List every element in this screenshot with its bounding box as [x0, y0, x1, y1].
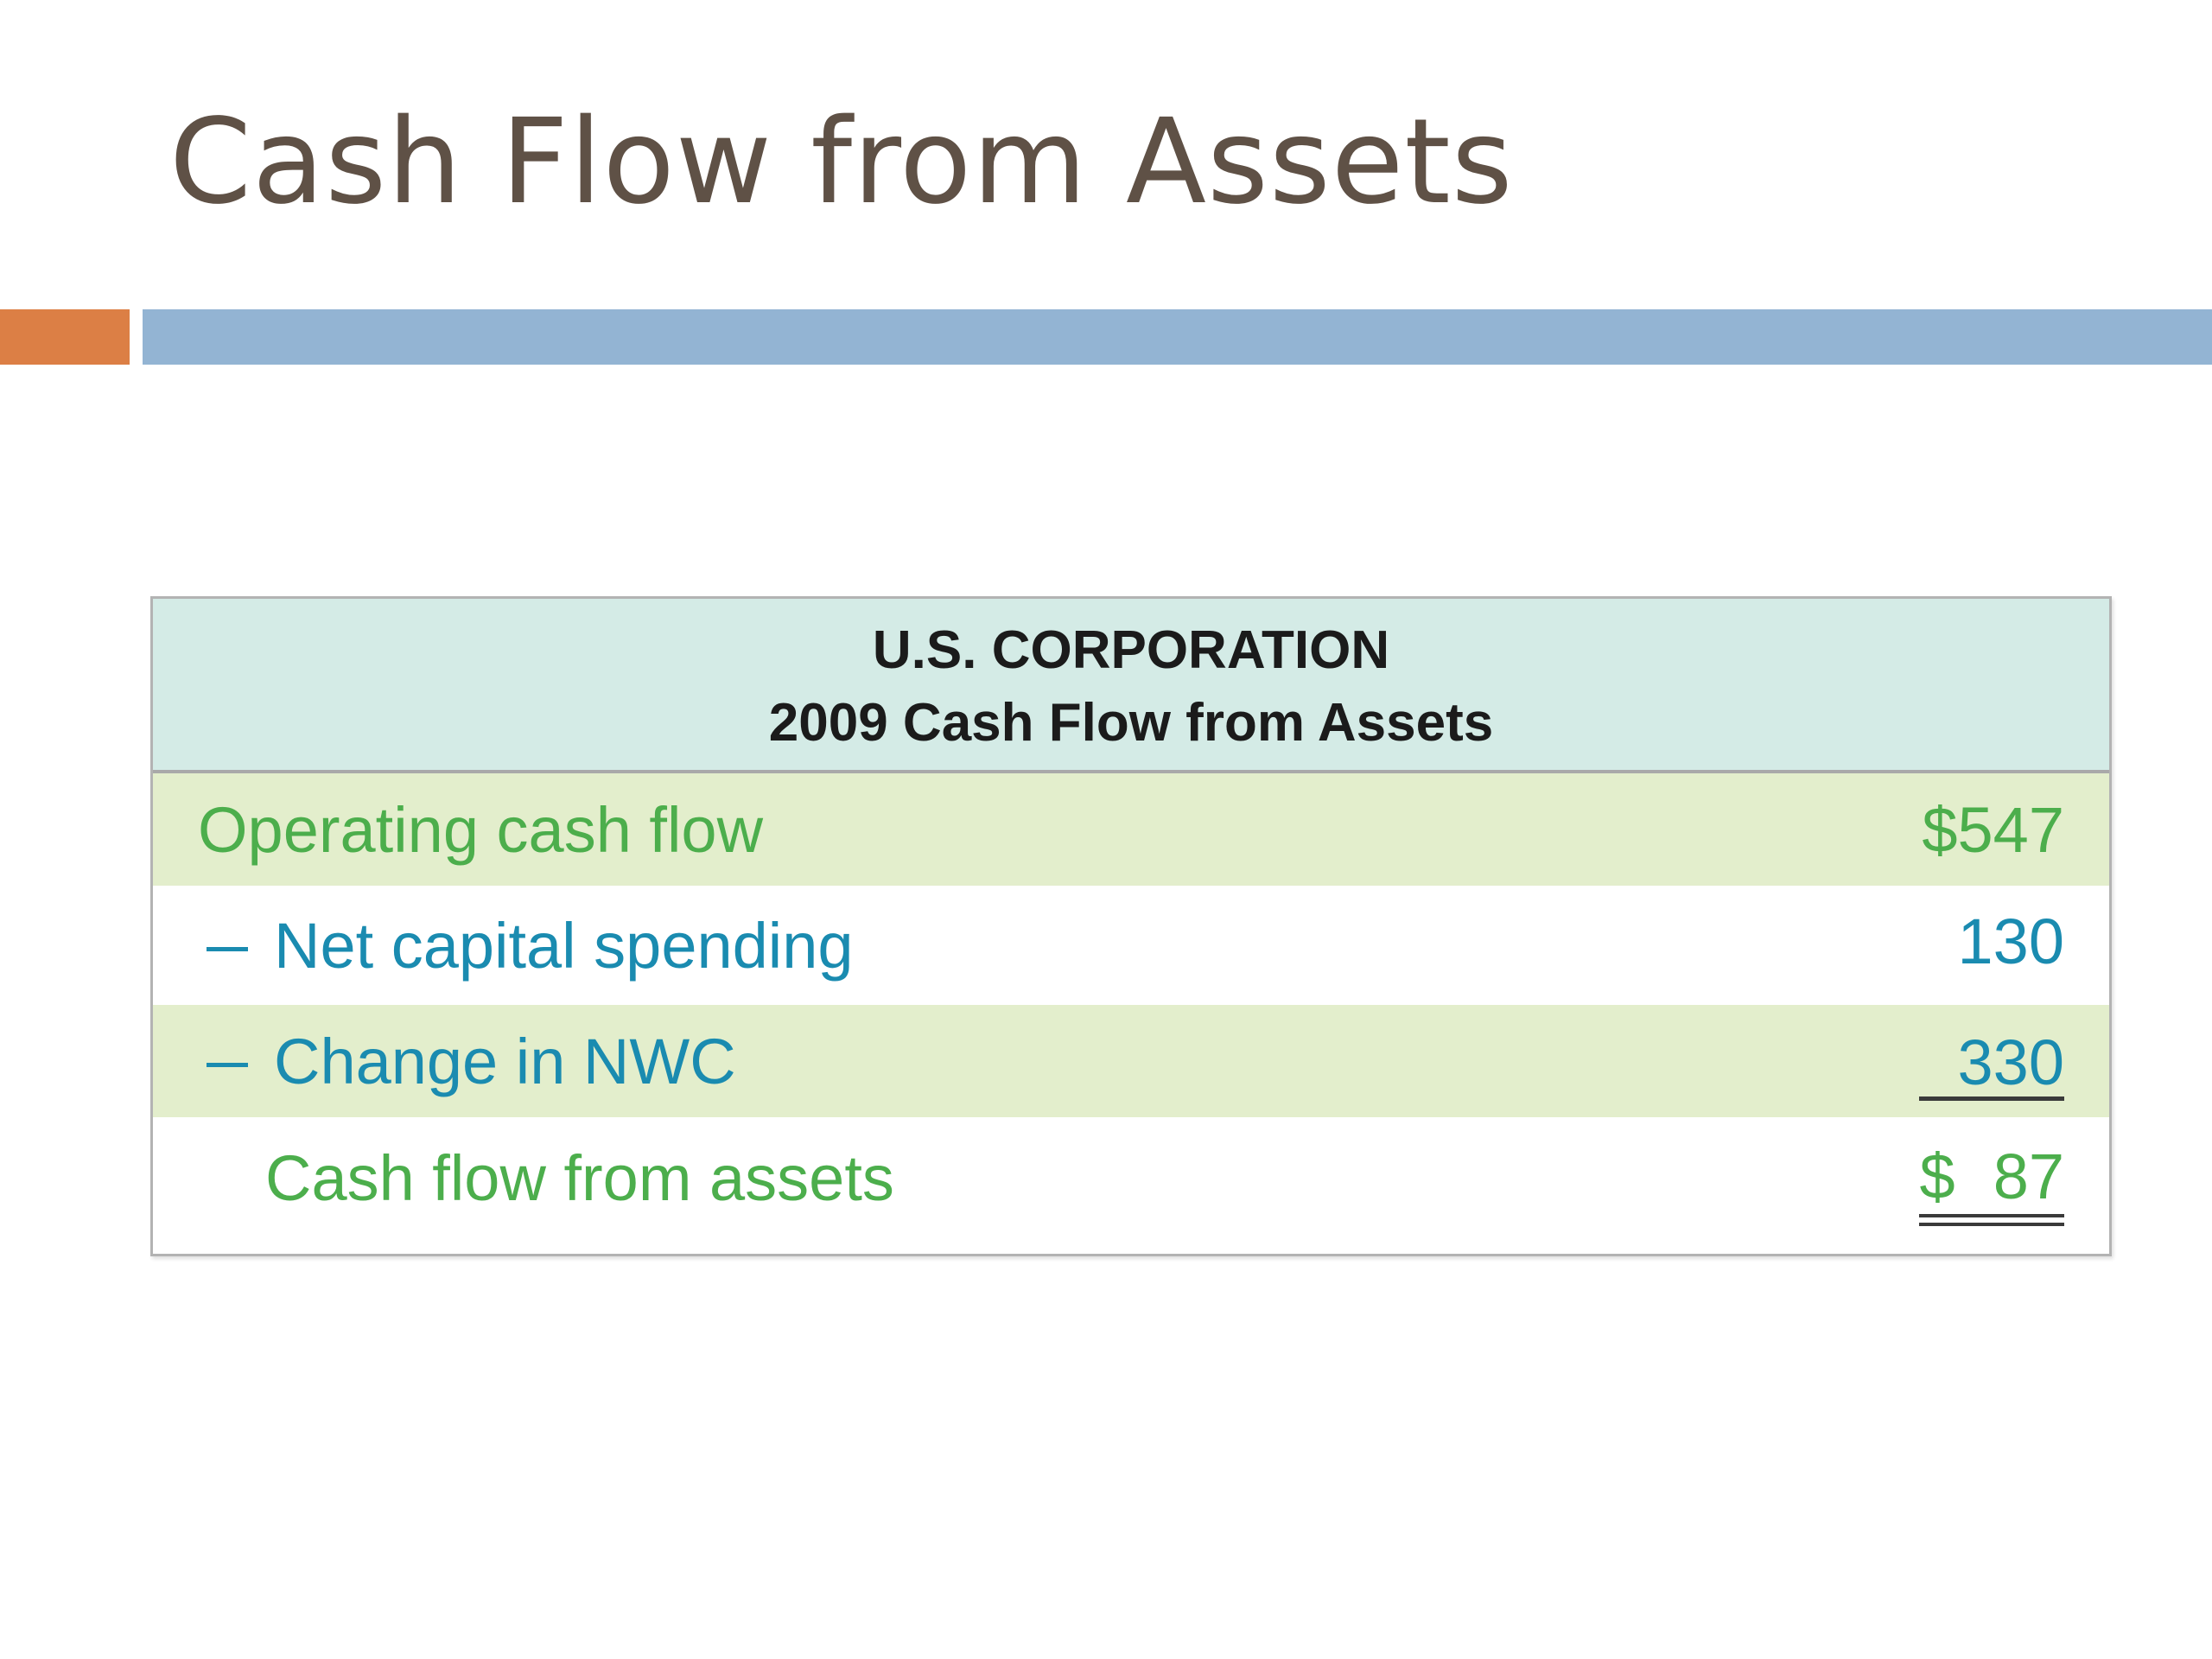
row-change-in-nwc: Change in NWC 330 [153, 1005, 2109, 1117]
row-value: 330 [1957, 1027, 2064, 1098]
currency-symbol: $ [1919, 1141, 1955, 1212]
row-value-wrap: $ 87 [1920, 1117, 2064, 1254]
row-label-wrap: Change in NWC [207, 1005, 736, 1117]
row-label: Cash flow from assets [265, 1142, 894, 1214]
accent-bar-orange [0, 309, 130, 365]
minus-icon [207, 1062, 248, 1067]
row-value: 87 [1993, 1141, 2064, 1212]
row-value: $547 [1922, 793, 2064, 866]
row-value: 130 [1957, 906, 2064, 977]
row-cash-flow-from-assets: Cash flow from assets $ 87 [153, 1117, 2109, 1254]
slide-title: Cash Flow from Assets [169, 94, 1514, 231]
company-name: U.S. CORPORATION [872, 620, 1390, 680]
row-net-capital-spending: Net capital spending 130 [153, 886, 2109, 1005]
cash-flow-table: U.S. CORPORATION 2009 Cash Flow from Ass… [150, 596, 2112, 1256]
minus-icon [207, 946, 248, 951]
table-header: U.S. CORPORATION 2009 Cash Flow from Ass… [153, 599, 2109, 773]
single-underline [1919, 1096, 2064, 1101]
accent-bar-blue [143, 309, 2212, 365]
table-subtitle: 2009 Cash Flow from Assets [768, 693, 1494, 753]
double-underline [1919, 1214, 2064, 1226]
row-label: Operating cash flow [198, 793, 764, 866]
row-label: Net capital spending [274, 909, 854, 982]
row-label: Change in NWC [274, 1025, 736, 1097]
row-operating-cash-flow: Operating cash flow $547 [153, 773, 2109, 886]
row-label-wrap: Net capital spending [207, 886, 854, 1005]
